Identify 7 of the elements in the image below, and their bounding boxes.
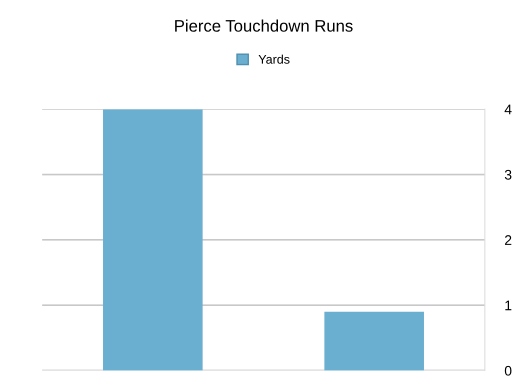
chart-title: Pierce Touchdown Runs: [175, 20, 353, 32]
y-tick-label: 3: [504, 170, 512, 180]
y-tick-label: 0: [504, 366, 512, 376]
y-tick-label: 2: [504, 235, 512, 245]
legend-label: Yards: [258, 54, 290, 64]
y-tick-label: 1: [505, 300, 512, 310]
y-tick-label: 4: [504, 104, 512, 114]
